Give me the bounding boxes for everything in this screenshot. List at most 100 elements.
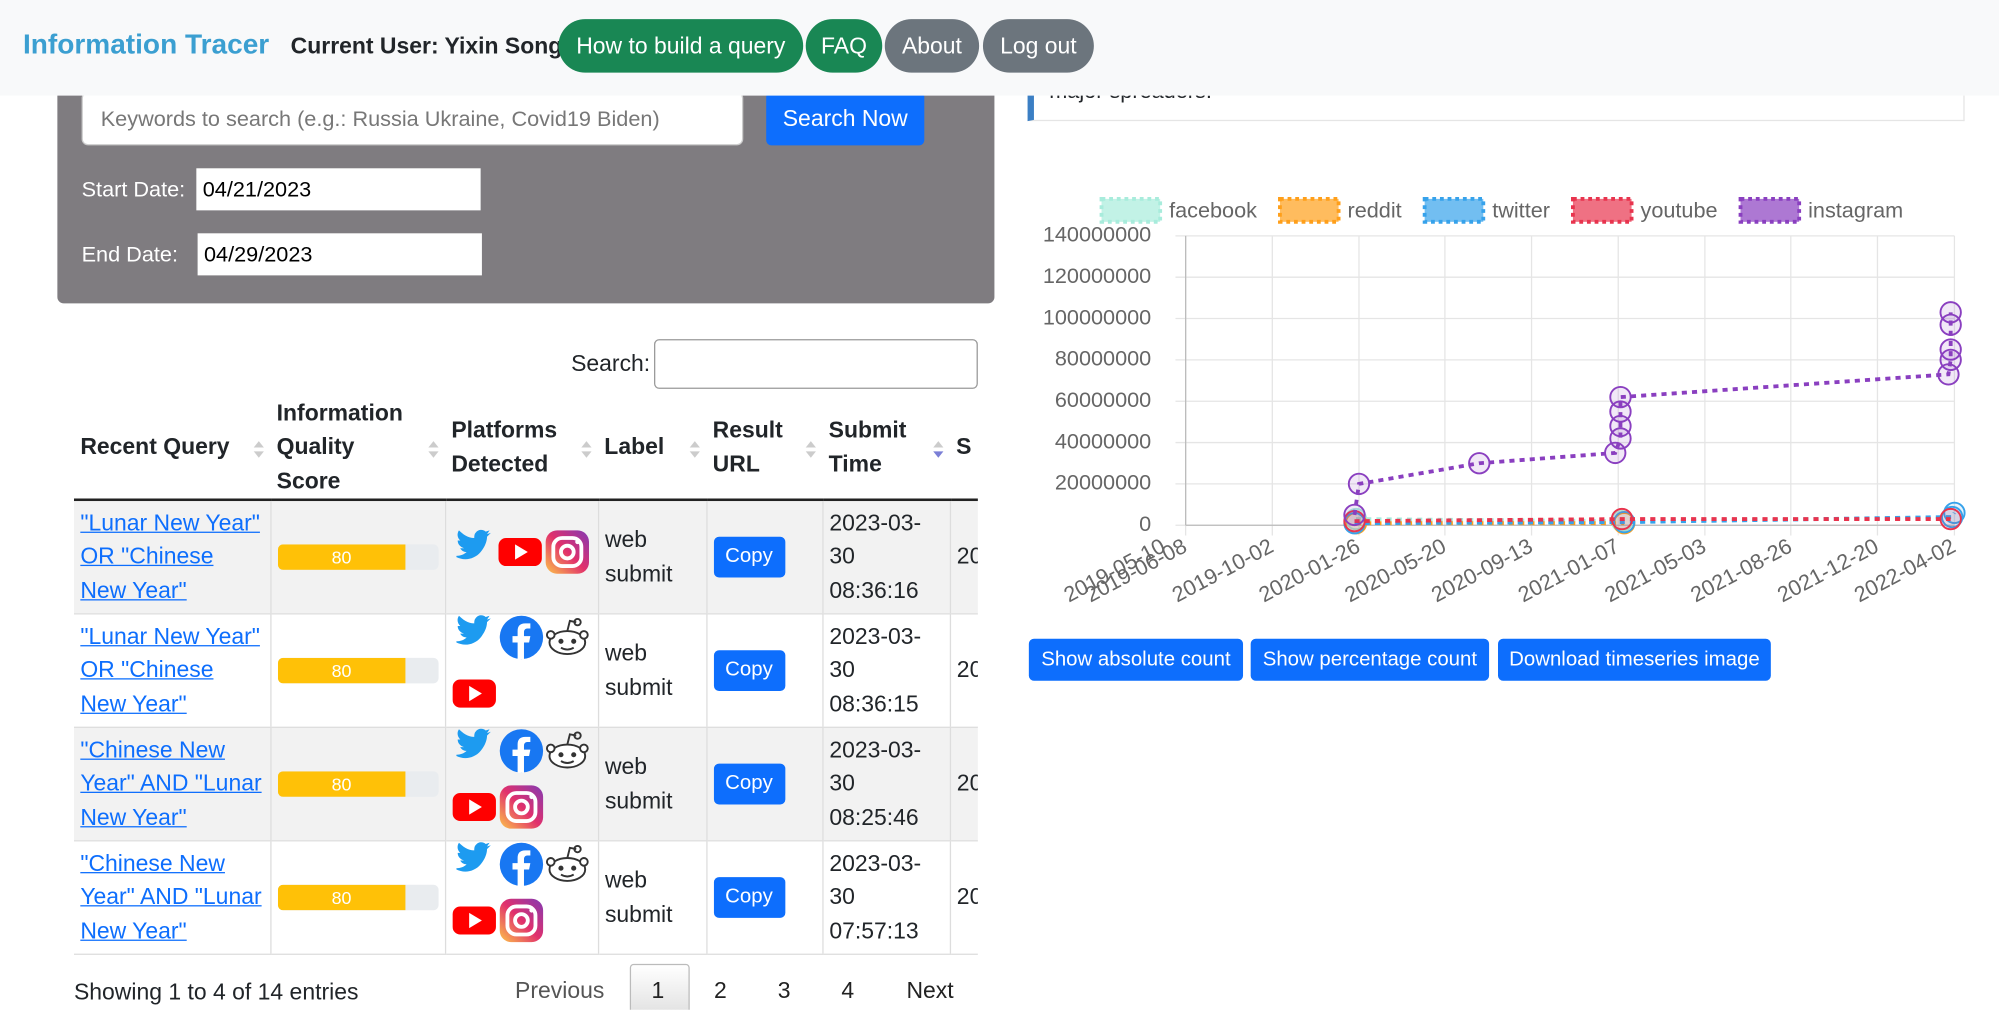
cell	[444, 499, 598, 614]
platform-icon	[497, 537, 542, 566]
platform-icon	[451, 792, 496, 821]
platform-icon	[499, 842, 543, 886]
copy-button[interactable]: Copy	[713, 536, 785, 578]
icon-line	[451, 897, 591, 953]
y-tick-label: 0	[1139, 511, 1151, 536]
platform-icon	[545, 731, 589, 769]
chart-button[interactable]: Show percentage count	[1250, 638, 1490, 681]
y-tick-label: 140000000	[1043, 222, 1151, 247]
start-date-input[interactable]: 04/21/2023	[196, 168, 481, 211]
timeseries-chart: 0 20000000 40000000 60000000 80000000 1000000…	[1043, 196, 1966, 607]
nav-button[interactable]: About	[884, 19, 980, 73]
query-link[interactable]: "Lunar New Year" OR "Chinese New Year"	[80, 622, 260, 717]
nav-button[interactable]: Log out	[982, 19, 1094, 73]
column-header[interactable]: S	[949, 395, 978, 502]
score-bar: 80	[277, 544, 406, 570]
column-header[interactable]: Label	[597, 395, 707, 502]
page-number[interactable]: 3	[777, 977, 791, 1004]
cell	[444, 613, 598, 728]
cell: Copy	[705, 613, 823, 728]
icon-line	[452, 841, 591, 897]
data-point	[1939, 301, 1962, 324]
table-search-label: Search:	[571, 350, 651, 377]
legend-swatch	[1422, 196, 1486, 224]
series-line	[1352, 312, 1953, 516]
data-point	[1610, 507, 1634, 531]
column-header[interactable]: Information Quality Score	[270, 395, 445, 502]
brand[interactable]: Information Tracer	[22, 28, 270, 60]
legend-label: youtube	[1640, 197, 1717, 222]
platform-icon	[455, 842, 491, 872]
extra-cell: 20	[956, 770, 978, 796]
navbar: Information Tracer Current User: Yixin S…	[0, 0, 1999, 96]
platform-icon	[455, 529, 491, 560]
label-text: web submit	[604, 866, 673, 927]
cell: 2023-03-30 08:36:15	[821, 613, 950, 728]
cell	[444, 726, 598, 841]
platform-icon	[499, 729, 543, 773]
data-point	[1609, 427, 1632, 450]
column-header[interactable]: Result URL	[706, 395, 823, 502]
search-button[interactable]: Search Now	[766, 91, 925, 146]
table-container: Recent Query Information Quality Score Pla…	[73, 395, 978, 959]
cell: web submit	[597, 840, 707, 955]
score-bar: 80	[277, 884, 406, 910]
table-info: Showing 1 to 4 of 14 entries	[73, 979, 359, 1005]
end-date-input[interactable]: 04/29/2023	[197, 233, 482, 276]
current-page-box	[629, 963, 690, 1010]
score-bar: 80	[277, 657, 406, 683]
page-number[interactable]: 4	[841, 977, 855, 1004]
series-line	[1354, 511, 1957, 526]
copy-button[interactable]: Copy	[713, 876, 785, 918]
cell: "Chinese New Year" AND "Lunar New Year"	[73, 840, 271, 955]
submit-time: 2023-03-30 07:57:13	[829, 849, 922, 944]
query-link[interactable]: "Chinese New Year" AND "Lunar New Year"	[80, 736, 262, 830]
y-tick-label: 20000000	[1055, 470, 1151, 495]
page-previous[interactable]: Previous	[515, 977, 605, 1004]
icon-line	[452, 728, 591, 784]
column-header[interactable]: Recent Query	[73, 395, 271, 502]
platform-icon	[499, 898, 543, 942]
cell: 20	[949, 840, 978, 955]
cell: 20	[949, 726, 978, 841]
page-next[interactable]: Next	[906, 977, 954, 1004]
keyword-input[interactable]: Keywords to search (e.g.: Russia Ukraine…	[81, 91, 744, 146]
table-row: "Lunar New Year" OR "Chinese New Year" 80…	[73, 499, 978, 614]
score-bar: 80	[277, 770, 406, 797]
legend-swatch	[1738, 196, 1802, 224]
chart-button[interactable]: Show absolute count	[1028, 638, 1244, 681]
query-table: Recent Query Information Quality Score Pla…	[73, 395, 978, 955]
submit-time: 2023-03-30 08:25:46	[829, 736, 922, 830]
table-row: "Chinese New Year" AND "Lunar New Year" 8…	[73, 726, 978, 841]
query-link[interactable]: "Lunar New Year" OR "Chinese New Year"	[80, 509, 260, 604]
copy-button[interactable]: Copy	[713, 649, 785, 691]
column-header[interactable]: Platforms Detected	[444, 395, 598, 502]
copy-button[interactable]: Copy	[713, 763, 785, 804]
y-tick-label: 100000000	[1043, 304, 1151, 329]
series-line	[1354, 517, 1951, 524]
table-search-input[interactable]	[654, 339, 978, 389]
column-header[interactable]: Submit Time	[822, 395, 950, 502]
table-row: "Lunar New Year" OR "Chinese New Year" 80…	[73, 613, 978, 728]
cell: Copy	[705, 840, 823, 955]
data-point	[1343, 503, 1366, 527]
platform-icon	[499, 784, 543, 829]
platform-icon	[455, 728, 491, 758]
icon-line	[452, 614, 591, 670]
cell: 80	[269, 840, 445, 955]
query-link[interactable]: "Chinese New Year" AND "Lunar New Year"	[80, 849, 262, 944]
y-tick-label: 120000000	[1043, 263, 1151, 288]
nav-button[interactable]: FAQ	[805, 19, 883, 73]
nav-button[interactable]: How to build a query	[558, 19, 804, 73]
label-text: web submit	[604, 526, 673, 587]
page-number[interactable]: 1	[651, 977, 665, 1004]
page-number[interactable]: 2	[713, 977, 727, 1004]
chart-button[interactable]: Download timeseries image	[1498, 638, 1771, 681]
score-track: 80	[277, 657, 438, 683]
extra-cell: 20	[956, 656, 978, 683]
y-tick-label: 80000000	[1055, 346, 1151, 371]
platform-icon	[545, 617, 589, 655]
score-track: 80	[277, 770, 438, 797]
data-point	[1347, 472, 1371, 496]
